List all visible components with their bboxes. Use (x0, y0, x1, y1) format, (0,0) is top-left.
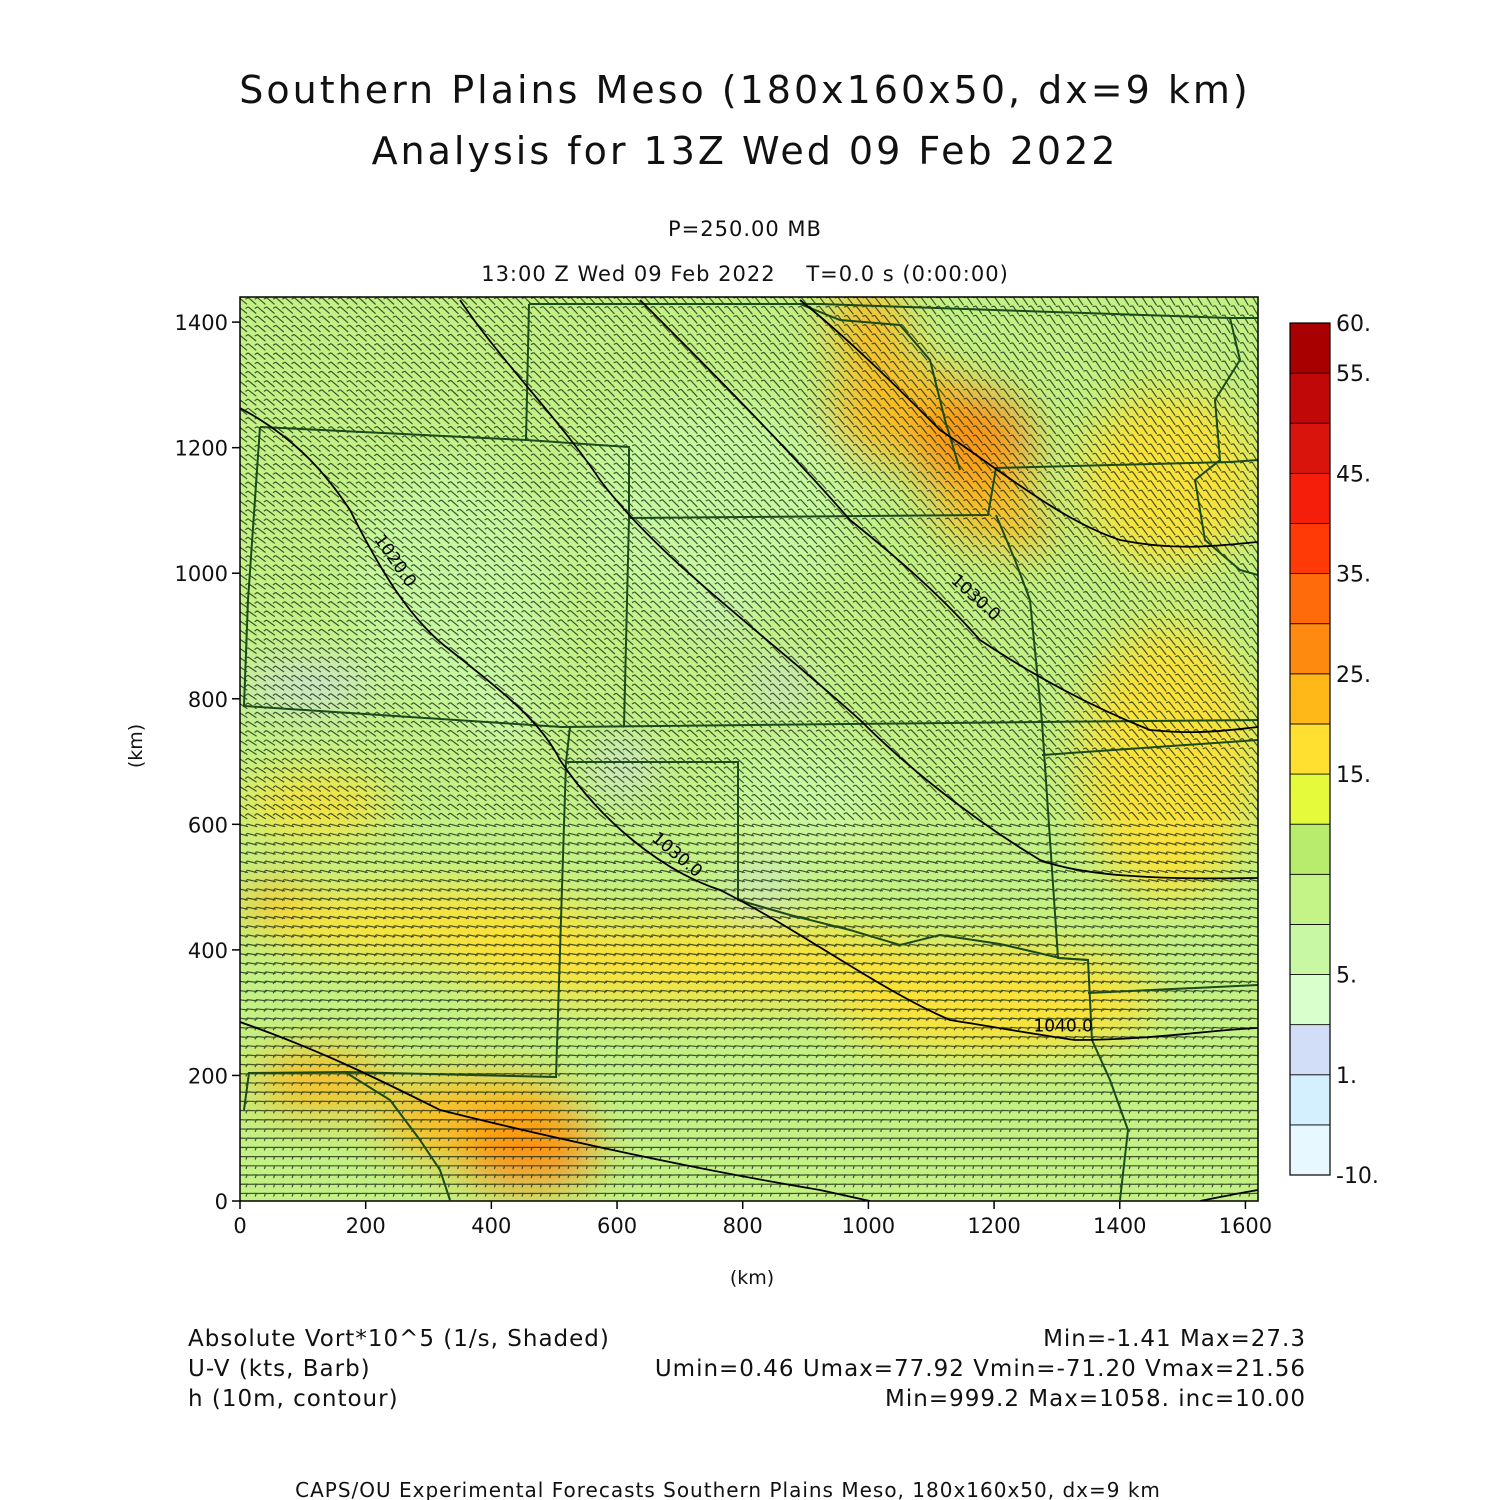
y-tick-label-600: 600 (188, 813, 228, 837)
colorbar-swatch-2 (1289, 1024, 1331, 1076)
shade-region-22 (573, 403, 850, 618)
colorbar-label-2: 5. (1336, 964, 1357, 989)
shade-region-4 (1000, 504, 1051, 555)
shade-region-7 (453, 918, 932, 1007)
colorbar-label-5: 35. (1336, 563, 1371, 588)
colorbar-swatch-7 (1289, 773, 1331, 825)
state-borders (242, 303, 1258, 1201)
x-tick-label-200: 200 (346, 1214, 386, 1238)
legend-barb-field: U-V (kts, Barb) (188, 1356, 371, 1382)
colorbar-swatch-5 (1289, 873, 1331, 925)
y-tick-label-0: 0 (215, 1190, 228, 1214)
colorbar-swatch-10 (1289, 623, 1331, 675)
x-tick-label-800: 800 (723, 1214, 763, 1238)
legend-shaded-field: Absolute Vort*10^5 (1/s, Shaded) (188, 1326, 610, 1352)
y-axis: 0 200 400 600 800 1000 1200 1400 (175, 311, 240, 1214)
y-tick-label-1400: 1400 (175, 311, 228, 335)
chart-title-line2: Analysis for 13Z Wed 09 Feb 2022 (372, 129, 1119, 173)
colorbar-label-1: 1. (1336, 1064, 1357, 1089)
contour-label-3: 1040.0 (1033, 1017, 1092, 1037)
x-tick-label-600: 600 (597, 1214, 637, 1238)
vorticity-shading (240, 297, 1258, 1189)
footer-credit: CAPS/OU Experimental Forecasts Southern … (295, 1478, 1161, 1500)
legend-contour-stats: Min=999.2 Max=1058. inc=10.00 (885, 1386, 1306, 1412)
valid-time-label: 13:00 Z Wed 09 Feb 2022 T=0.0 s (0:00:00… (481, 262, 1009, 286)
colorbar-swatch-15 (1289, 372, 1331, 424)
level-label: P=250.00 MB (668, 217, 822, 241)
shade-region-21 (736, 871, 787, 903)
colorbar-swatch-13 (1289, 472, 1331, 524)
colorbar-label-4: 25. (1336, 663, 1371, 688)
legend-shaded-stats: Min=-1.41 Max=27.3 (1043, 1326, 1306, 1352)
colorbar-frame (1289, 322, 1331, 1176)
y-tick-label-200: 200 (188, 1064, 228, 1088)
colorbar-swatch-12 (1289, 523, 1331, 574)
colorbar: -10. 1. 5. 15. 25. 35. 45. 55. 60. (1289, 312, 1379, 1189)
colorbar-swatch-1 (1289, 1074, 1331, 1126)
colorbar-swatch-6 (1289, 823, 1331, 875)
x-axis: 0 200 400 600 800 1000 1200 1400 1600 (233, 1201, 1272, 1238)
chart-title-line1: Southern Plains Meso (180x160x50, dx=9 k… (239, 68, 1250, 112)
colorbar-swatch-0 (1289, 1124, 1331, 1176)
y-tick-label-800: 800 (188, 688, 228, 712)
colorbar-label-3: 15. (1336, 763, 1371, 788)
colorbar-label-7: 55. (1336, 362, 1371, 387)
y-tick-label-1000: 1000 (175, 562, 228, 586)
y-axis-label: (km) (125, 724, 147, 768)
colorbar-swatch-3 (1289, 974, 1331, 1026)
legend-barb-stats: Umin=0.46 Umax=77.92 Vmin=-71.20 Vmax=21… (655, 1356, 1306, 1382)
x-tick-label-1000: 1000 (842, 1214, 895, 1238)
y-tick-label-400: 400 (188, 939, 228, 963)
x-tick-label-400: 400 (471, 1214, 511, 1238)
colorbar-label-6: 45. (1336, 462, 1371, 487)
plot-frame (239, 296, 1259, 1202)
x-tick-label-1600: 1600 (1219, 1214, 1272, 1238)
colorbar-swatch-16 (1289, 322, 1331, 374)
colorbar-swatch-11 (1289, 573, 1331, 625)
colorbar-label-8: 60. (1336, 312, 1371, 337)
colorbar-swatch-8 (1289, 723, 1331, 775)
shade-region-0 (830, 297, 907, 373)
shade-region-15 (240, 774, 391, 837)
colorbar-swatch-14 (1289, 422, 1331, 474)
x-tick-label-1200: 1200 (967, 1214, 1020, 1238)
colorbar-swatch-9 (1289, 673, 1331, 725)
legend-contour-field: h (10m, contour) (188, 1386, 399, 1412)
x-axis-label: (km) (730, 1267, 774, 1289)
y-tick-label-1200: 1200 (175, 437, 228, 461)
x-tick-label-1400: 1400 (1093, 1214, 1146, 1238)
height-contours (240, 299, 1258, 1201)
x-tick-label-0: 0 (233, 1214, 246, 1238)
colorbar-swatch-4 (1289, 924, 1331, 975)
colorbar-label-0: -10. (1336, 1164, 1379, 1189)
